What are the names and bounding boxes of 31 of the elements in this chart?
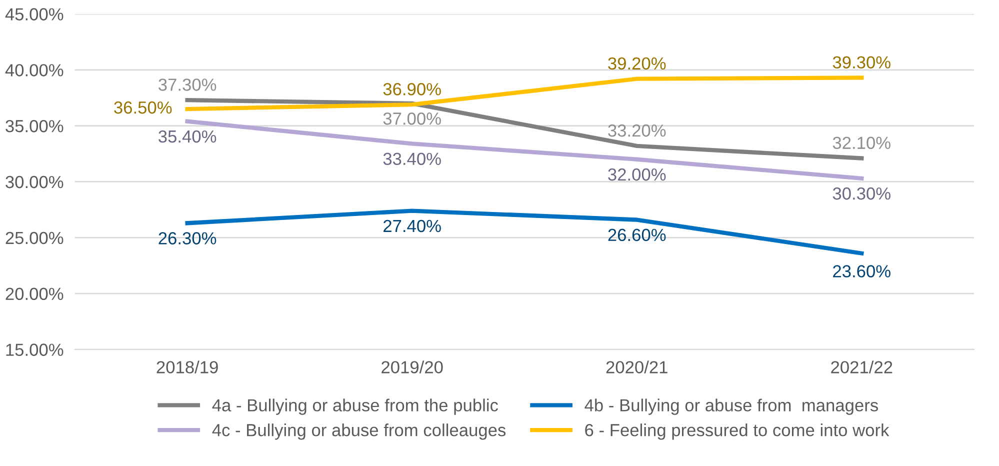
data-label: 23.60% [833, 265, 890, 278]
data-label: 37.00% [383, 112, 441, 125]
data-label: 26.30% [158, 232, 216, 244]
x-tick-label: 2020/21 [606, 360, 668, 374]
data-label: 33.20% [608, 124, 666, 137]
data-label: 33.40% [383, 152, 441, 166]
data-label: 32.10% [832, 136, 890, 150]
data-label: 36.90% [383, 83, 441, 96]
y-tick-label: 45.00% [5, 8, 64, 20]
legend-label: 4a - Bullying or abuse from the public [212, 398, 498, 415]
y-tick-label: 20.00% [6, 288, 64, 300]
legend-label: 4b - Bullying or abuse from managers [584, 398, 878, 415]
x-tick-label: 2018/19 [156, 360, 218, 374]
data-label: 37.30% [158, 78, 216, 91]
data-label: 27.40% [384, 220, 441, 232]
y-tick-label: 35.00% [6, 120, 64, 132]
data-label: 26.60% [608, 228, 666, 242]
x-tick-label: 2019/20 [382, 360, 443, 374]
data-label: 30.30% [832, 187, 890, 200]
data-label: 35.40% [158, 130, 216, 143]
x-tick-label: 2021/22 [831, 360, 892, 374]
legend-label: 4c - Bullying or abuse from colleauges [212, 424, 506, 440]
legend-label: 6 - Feeling pressured to come into work [585, 424, 890, 440]
y-tick-label: 30.00% [6, 176, 64, 188]
data-label: 39.20% [608, 57, 666, 70]
data-label: 32.00% [608, 168, 666, 181]
data-label: 36.50% [114, 101, 172, 114]
y-tick-label: 25.00% [6, 232, 64, 244]
data-label: 39.30% [832, 56, 890, 68]
y-tick-label: 40.00% [5, 64, 64, 76]
y-tick-label: 15.00% [6, 344, 64, 356]
